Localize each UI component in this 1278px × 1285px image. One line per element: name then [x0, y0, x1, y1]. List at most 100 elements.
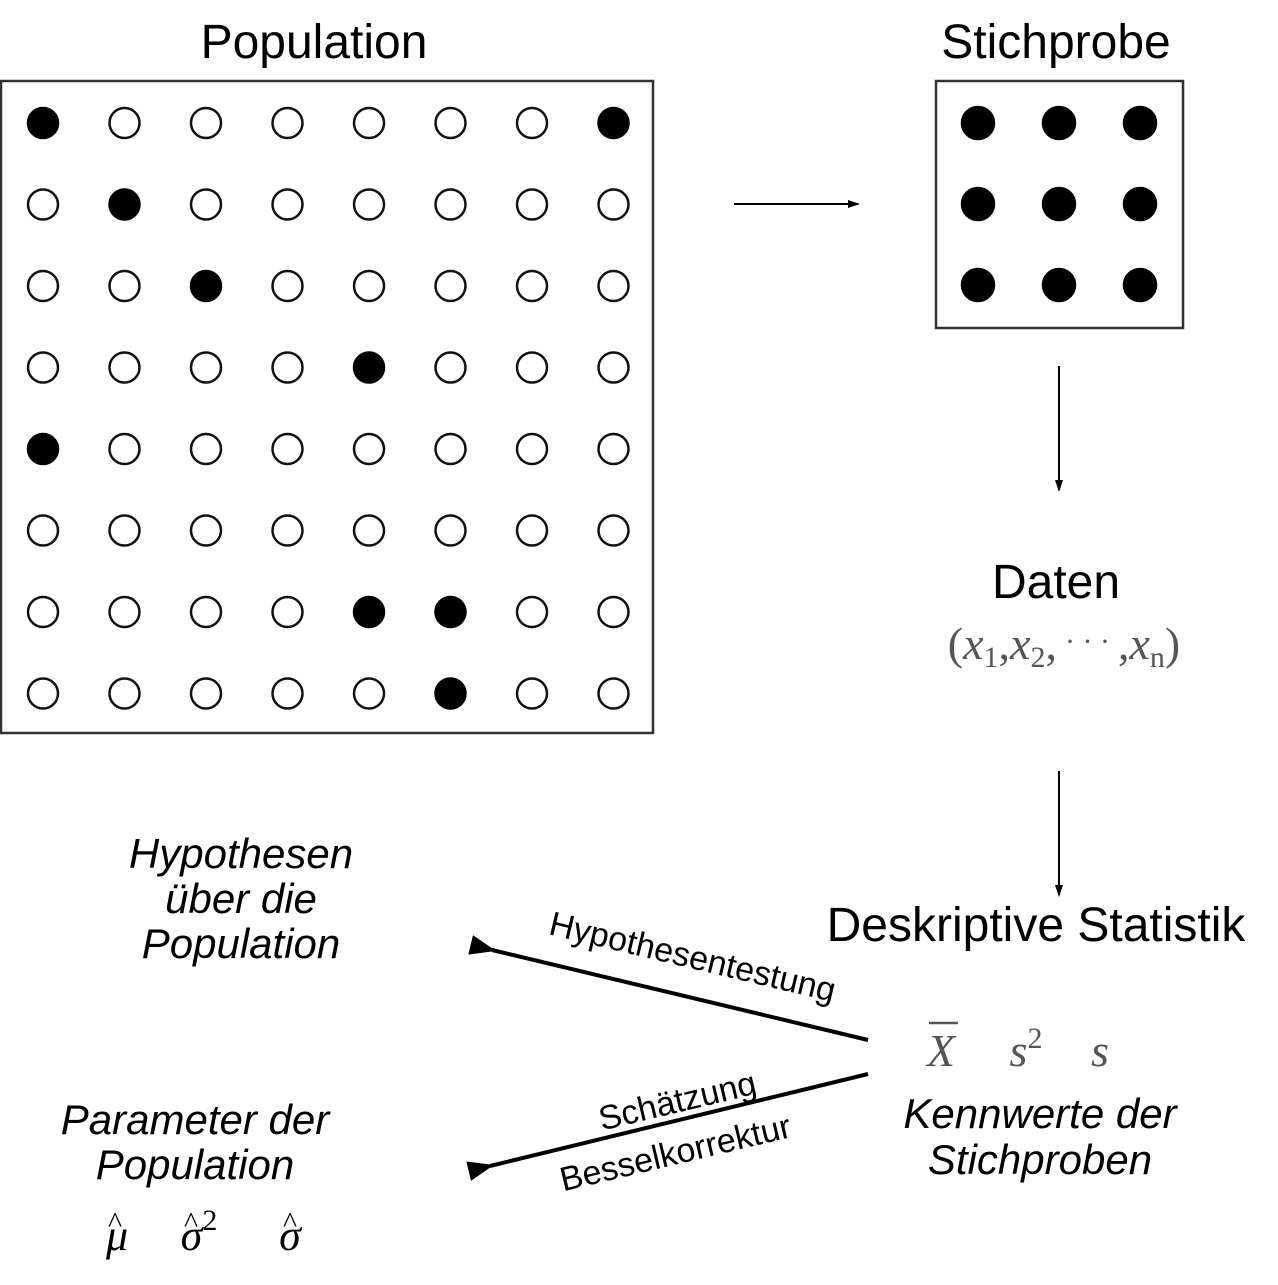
population-dot [434, 514, 467, 547]
population-dot [515, 595, 549, 629]
population-dot [26, 269, 60, 303]
population-dot [271, 188, 304, 221]
descriptive-label-line2: Stichproben [928, 1136, 1152, 1183]
population-dot [271, 514, 304, 547]
hypothesis-test-label: Hypothesentestung [546, 905, 840, 1010]
mu-hat-symbol: μ [105, 1211, 128, 1260]
data-title: Daten [992, 556, 1120, 609]
population-dot [434, 188, 467, 221]
population-dot [271, 351, 304, 384]
population-dot [515, 351, 549, 384]
formula-x2: x [1009, 618, 1031, 669]
population-dot [434, 432, 467, 466]
sample-selected-dot [1041, 105, 1077, 141]
sample-selected-dot [1041, 186, 1077, 222]
population-dot [352, 432, 386, 466]
population-dot [352, 514, 386, 547]
parameters-line1: Parameter der [61, 1096, 331, 1143]
population-dot [597, 269, 630, 303]
population-dot [108, 432, 141, 466]
population-dot [515, 106, 549, 140]
population-dot [271, 677, 304, 710]
population-dot [597, 351, 630, 384]
formula-close-paren: ) [1165, 618, 1180, 669]
sample-dot-grid [960, 105, 1158, 303]
estimation-arrow [466, 1072, 869, 1181]
population-dot [189, 188, 223, 221]
population-dot [515, 677, 549, 710]
population-dot [108, 106, 141, 140]
sigma2-hat-symbol: σ2 [181, 1204, 218, 1260]
population-selected-dot [26, 432, 60, 466]
population-dot [189, 677, 223, 710]
data-formula: (x1,x2, · · · ,xn) [948, 618, 1180, 674]
sigma-hat-symbol: σ [279, 1211, 303, 1260]
population-dot [108, 677, 141, 710]
population-box [0, 79, 655, 735]
sigma-hat-accent: ^ [283, 1206, 297, 1239]
sample-selected-dot [1122, 105, 1158, 141]
population-dot [189, 106, 223, 140]
population-dot [189, 351, 223, 384]
sample-selected-dot [1041, 267, 1077, 303]
s-symbol: s [1091, 1025, 1109, 1076]
population-title: Population [201, 16, 428, 69]
s-squared-sup: 2 [1027, 1022, 1042, 1055]
population-dot [108, 595, 141, 629]
parameter-symbols: μ ^ σ2 ^ σ ^ [105, 1204, 303, 1260]
formula-sep2: , [1045, 618, 1057, 669]
descriptive-symbols: X s2 s [925, 1021, 1109, 1076]
population-dot [26, 351, 60, 384]
population-dot [189, 595, 223, 629]
population-dot [108, 269, 141, 303]
population-dot [597, 432, 630, 466]
population-dot [352, 106, 386, 140]
descriptive-label-line1: Kennwerte der [903, 1090, 1178, 1137]
population-selected-dot [352, 595, 386, 629]
population-selected-dot [597, 106, 630, 140]
population-dot [597, 595, 630, 629]
sample-selected-dot [1122, 267, 1158, 303]
population-dot [108, 514, 141, 547]
population-dot [434, 351, 467, 384]
sample-box [934, 79, 1185, 330]
formula-x1-sub: 1 [984, 641, 999, 674]
s-squared-symbol: s2 [1010, 1022, 1043, 1076]
formula-x2-sub: 2 [1030, 641, 1045, 674]
population-dot [597, 677, 630, 710]
population-dot [515, 269, 549, 303]
sample-selected-dot [960, 105, 996, 141]
population-dot [271, 269, 304, 303]
population-dot [515, 514, 549, 547]
hypotheses-line1: Hypothesen [129, 830, 353, 877]
population-dot [271, 432, 304, 466]
population-selected-dot [189, 269, 223, 303]
population-selected-dot [26, 106, 60, 140]
population-dot [26, 514, 60, 547]
formula-x1: x [962, 618, 984, 669]
sigma2-hat-accent: ^ [184, 1206, 198, 1239]
sample-selected-dot [1122, 186, 1158, 222]
population-selected-dot [434, 677, 467, 710]
parameters-line2: Population [96, 1141, 295, 1188]
formula-xn: x [1128, 618, 1150, 669]
population-selected-dot [108, 188, 141, 221]
descriptive-title: Deskriptive Statistik [827, 899, 1247, 952]
formula-dots: · · · [1065, 625, 1110, 658]
population-dot [271, 595, 304, 629]
population-dot [434, 106, 467, 140]
sample-title: Stichprobe [941, 16, 1170, 69]
population-dot [352, 677, 386, 710]
formula-sep1: , [999, 618, 1011, 669]
population-dot [434, 269, 467, 303]
sigma2-sup: 2 [202, 1204, 217, 1237]
population-dot [26, 188, 60, 221]
population-dot [352, 188, 386, 221]
hypotheses-line3: Population [142, 920, 341, 967]
xbar-symbol: X [925, 1025, 957, 1076]
population-dot [26, 677, 60, 710]
population-selected-dot [434, 595, 467, 629]
population-dot [189, 514, 223, 547]
hypotheses-line2: über die [165, 875, 317, 922]
sample-selected-dot [960, 267, 996, 303]
